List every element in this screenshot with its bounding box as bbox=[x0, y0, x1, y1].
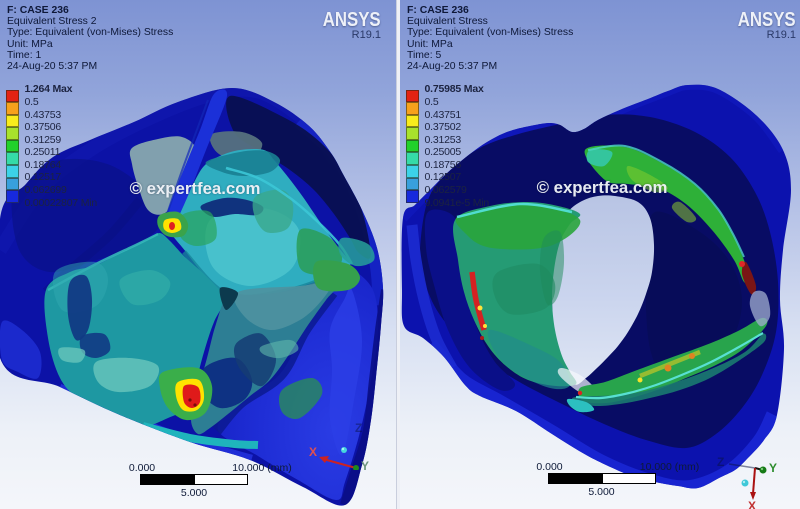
svg-text:Y: Y bbox=[361, 459, 369, 470]
svg-text:Z: Z bbox=[717, 455, 724, 469]
svg-text:X: X bbox=[309, 445, 317, 459]
svg-text:Z: Z bbox=[355, 421, 362, 435]
svg-text:X: X bbox=[748, 499, 756, 509]
svg-text:Y: Y bbox=[769, 461, 777, 475]
